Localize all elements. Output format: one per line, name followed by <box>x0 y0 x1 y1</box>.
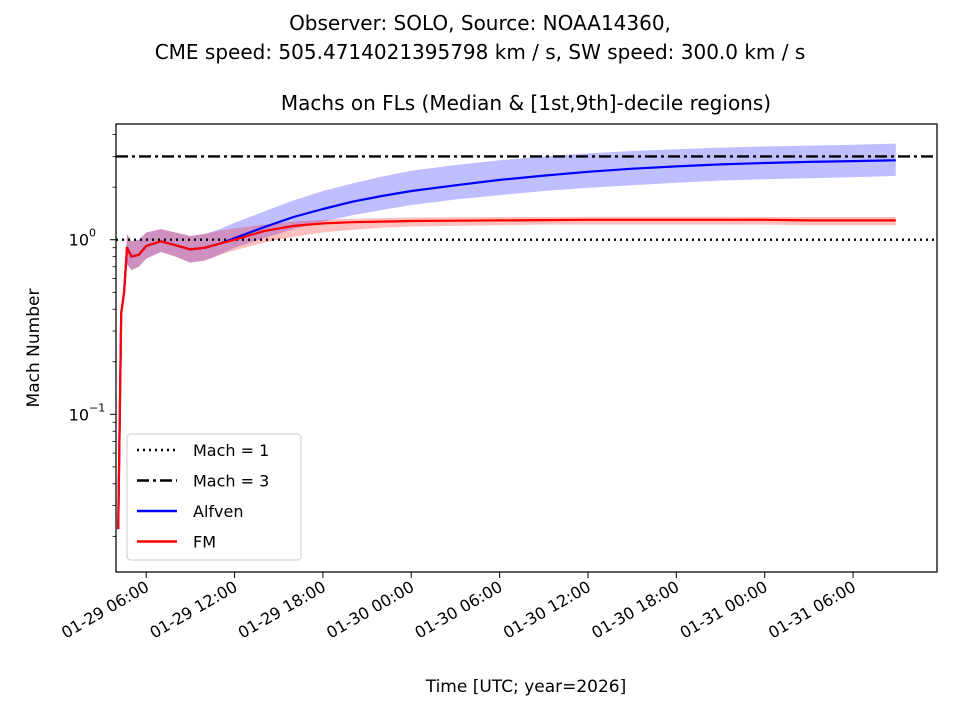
x-tick-label: 01-29 18:00 <box>235 577 329 642</box>
x-axis-label: Time [UTC; year=2026] <box>425 677 627 697</box>
y-tick-exponent: 0 <box>89 227 96 240</box>
figure-suptitle-line2: CME speed: 505.4714021395798 km / s, SW … <box>154 40 806 64</box>
axes-frame <box>115 123 938 573</box>
legend-label: Mach = 1 <box>193 441 269 460</box>
series-line-fm <box>117 218 896 530</box>
x-tick-label: 01-30 12:00 <box>500 577 594 642</box>
x-tick-label: 01-29 06:00 <box>58 577 152 642</box>
legend-label: Alfven <box>193 502 243 521</box>
x-tick-label: 01-30 18:00 <box>588 577 682 642</box>
y-tick-exponent: −1 <box>89 401 105 414</box>
y-axis-label: Mach Number <box>24 289 44 408</box>
legend-label: FM <box>193 533 216 552</box>
x-tick-label: 01-31 06:00 <box>765 577 859 642</box>
legend-label: Mach = 3 <box>193 472 269 491</box>
x-tick-label: 01-30 00:00 <box>323 577 417 642</box>
legend: Mach = 1 Mach = 3 Alfven FM <box>126 433 302 561</box>
legend-box <box>126 433 302 561</box>
median-lines <box>117 159 896 530</box>
y-tick-label: 10 <box>69 231 89 250</box>
reference-lines <box>116 155 937 241</box>
y-tick-label: 10 <box>69 405 89 424</box>
chart-title: Machs on FLs (Median & [1st,9th]-decile … <box>281 91 771 115</box>
x-tick-label: 01-31 00:00 <box>677 577 771 642</box>
figure-suptitle-line1: Observer: SOLO, Source: NOAA14360, <box>289 11 671 35</box>
x-tick-label: 01-29 12:00 <box>146 577 240 642</box>
x-tick-label: 01-30 06:00 <box>412 577 506 642</box>
plot-area <box>116 143 937 537</box>
